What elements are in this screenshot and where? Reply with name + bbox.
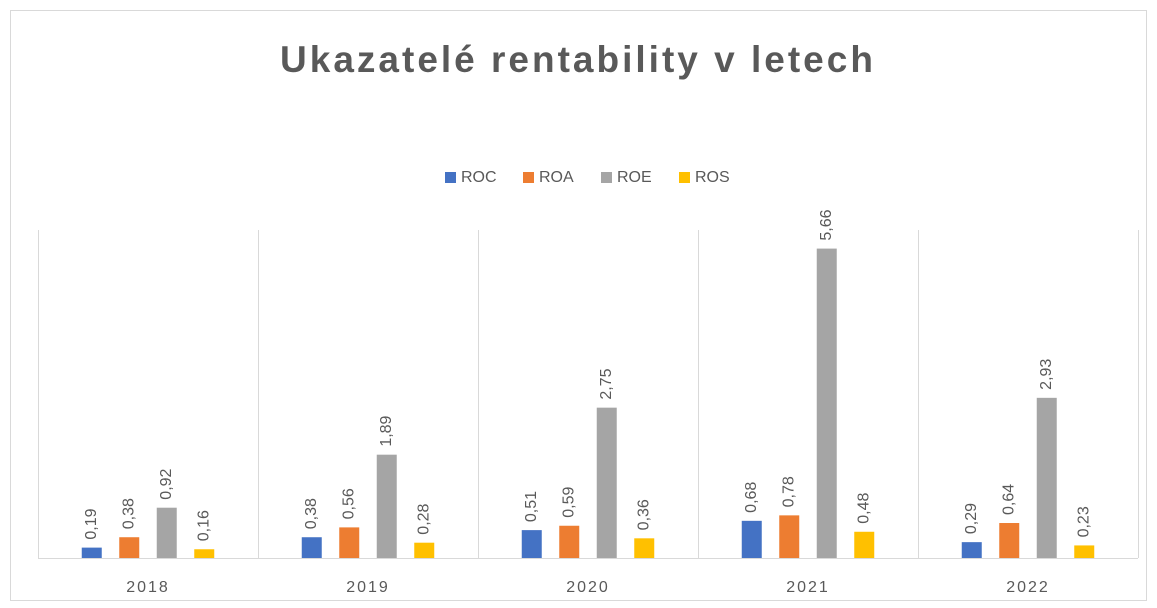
legend-swatch <box>679 172 690 183</box>
bar <box>301 537 322 558</box>
bar <box>156 507 177 558</box>
bar <box>816 248 837 558</box>
legend-swatch <box>601 172 612 183</box>
data-label: 0,51 <box>523 491 540 522</box>
data-label: 0,23 <box>1075 506 1092 537</box>
bar <box>999 523 1020 558</box>
data-label: 0,36 <box>635 499 652 530</box>
x-tick-label: 2019 <box>346 579 390 596</box>
bar <box>634 538 655 558</box>
data-label: 2,93 <box>1038 359 1055 390</box>
bar <box>376 454 397 558</box>
data-label: 1,89 <box>378 415 395 446</box>
data-label: 0,59 <box>560 487 577 518</box>
x-tick-label: 2020 <box>566 579 610 596</box>
bar <box>741 520 762 558</box>
bar <box>1036 397 1057 558</box>
data-label: 0,38 <box>303 498 320 529</box>
data-label: 0,68 <box>743 482 760 513</box>
legend-label: ROC <box>461 169 497 186</box>
legend-label: ROE <box>617 169 652 186</box>
bar <box>596 407 617 558</box>
data-label: 0,16 <box>195 510 212 541</box>
data-label: 0,38 <box>120 498 137 529</box>
x-tick-label: 2021 <box>786 579 830 596</box>
bar <box>521 530 542 558</box>
bar <box>194 549 215 558</box>
bar <box>854 531 875 558</box>
data-label: 0,78 <box>780 476 797 507</box>
data-label: 0,19 <box>83 508 100 539</box>
bar <box>119 537 140 558</box>
data-label: 0,64 <box>1000 484 1017 515</box>
data-label: 0,29 <box>963 503 980 534</box>
bar <box>1074 545 1095 558</box>
x-tick-label: 2022 <box>1006 579 1050 596</box>
x-tick-label: 2018 <box>126 579 170 596</box>
bar <box>961 542 982 558</box>
data-label: 0,28 <box>415 503 432 534</box>
legend-label: ROS <box>695 169 730 186</box>
chart-border <box>10 10 1147 601</box>
data-label: 0,56 <box>340 488 357 519</box>
legend-swatch <box>445 172 456 183</box>
bar <box>81 547 102 558</box>
legend-label: ROA <box>539 169 574 186</box>
data-label: 5,66 <box>818 209 835 240</box>
bar <box>414 542 435 558</box>
legend-swatch <box>523 172 534 183</box>
bar <box>779 515 800 558</box>
chart-title: Ukazatelé rentability v letech <box>280 39 876 80</box>
bar <box>559 525 580 558</box>
data-label: 0,92 <box>158 468 175 499</box>
data-label: 0,48 <box>855 493 872 524</box>
data-label: 2,75 <box>598 368 615 399</box>
bar <box>339 527 360 558</box>
